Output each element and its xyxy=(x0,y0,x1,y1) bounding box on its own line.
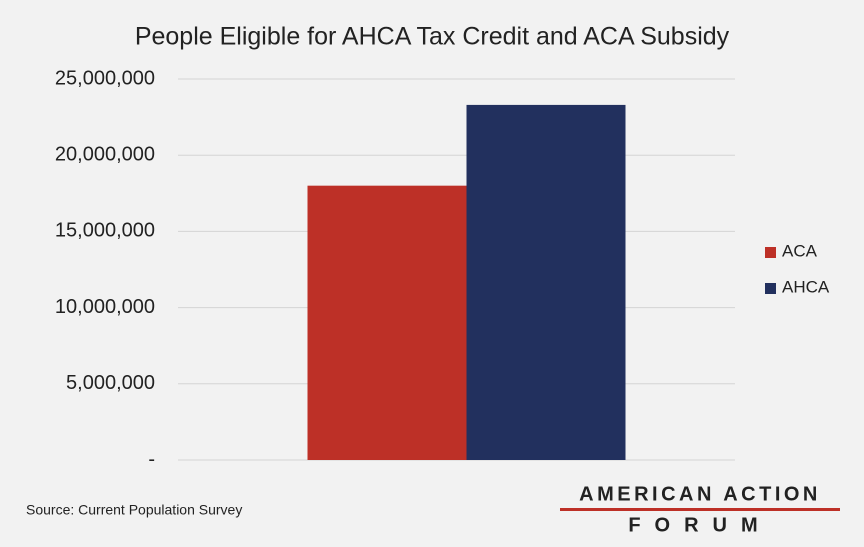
legend-swatch xyxy=(765,283,776,294)
y-tick-label: 10,000,000 xyxy=(55,296,155,318)
y-tick-label: 20,000,000 xyxy=(55,143,155,165)
logo-rule xyxy=(560,508,840,511)
bar xyxy=(466,104,626,461)
chart-title: People Eligible for AHCA Tax Credit and … xyxy=(135,23,730,51)
logo-line2: FORUM xyxy=(628,514,771,536)
legend-label: AHCA xyxy=(782,277,830,296)
logo-line1: AMERICAN ACTION xyxy=(579,483,821,505)
y-tick-label: 5,000,000 xyxy=(66,372,155,394)
bar xyxy=(307,185,467,460)
legend-label: ACA xyxy=(782,241,818,260)
y-tick-label: 25,000,000 xyxy=(55,67,155,89)
y-tick-label: - xyxy=(148,448,155,470)
source-note: Source: Current Population Survey xyxy=(26,502,242,518)
legend-swatch xyxy=(765,247,776,258)
y-tick-label: 15,000,000 xyxy=(55,220,155,242)
